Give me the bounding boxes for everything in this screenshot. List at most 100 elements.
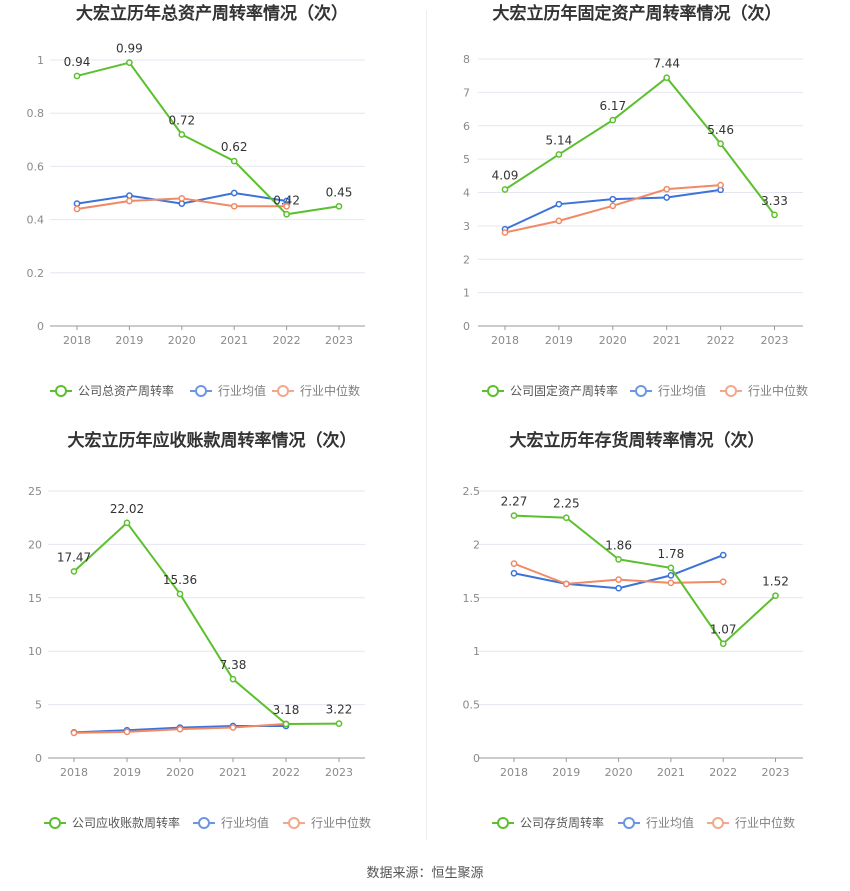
data-label: 0.42	[273, 193, 300, 207]
legend-label: 行业均值	[646, 815, 694, 830]
data-point	[615, 576, 622, 583]
data-point	[667, 572, 675, 579]
legend-item[interactable]: 公司固定资产周转率	[482, 383, 618, 398]
data-point	[772, 592, 779, 600]
series-line	[504, 76, 776, 216]
data-label: 6.17	[599, 99, 626, 113]
y-tick-label: 3	[463, 220, 470, 233]
legend-marker	[195, 385, 207, 397]
legend-marker	[198, 817, 210, 829]
y-tick-label: 25	[28, 485, 42, 498]
legend-marker	[277, 385, 289, 397]
data-point	[562, 580, 570, 588]
data-point	[70, 568, 78, 575]
y-tick-label: 1	[37, 54, 44, 67]
data-label: 3.22	[326, 703, 353, 717]
legend-item[interactable]: 公司存货周转率	[492, 815, 604, 830]
y-tick-label: 5	[35, 699, 42, 712]
x-tick-label: 2020	[605, 766, 633, 779]
chart-inventory-turnover: 大宏立历年存货周转率情况（次） 0 0.5 1 1.5 2 2.5 2018 2019 2020 2…	[425, 430, 850, 860]
data-point	[230, 189, 238, 197]
data-label: 0.72	[168, 113, 195, 127]
x-tick-label: 2018	[500, 766, 528, 779]
legend-marker	[635, 385, 647, 397]
legend-item[interactable]: 行业均值	[618, 815, 694, 830]
data-point	[501, 186, 509, 193]
legend-item[interactable]: 行业均值	[630, 383, 706, 398]
y-tick-label: 0.8	[27, 107, 45, 120]
legend-label: 公司固定资产周转率	[510, 383, 618, 398]
legend-item[interactable]: 行业均值	[193, 815, 269, 830]
y-tick-label: 0	[473, 752, 480, 765]
data-point	[555, 200, 563, 208]
legend-label: 行业均值	[221, 815, 269, 830]
data-point	[70, 729, 78, 737]
data-point	[178, 200, 186, 207]
legend-marker	[725, 385, 737, 397]
legend-label: 行业中位数	[735, 815, 795, 830]
legend-marker	[288, 817, 300, 829]
data-point	[771, 211, 778, 219]
data-label: 0.45	[326, 185, 353, 199]
y-tick-label: 20	[28, 538, 42, 551]
y-tick-label: 0	[463, 320, 470, 333]
x-tick-label: 2023	[325, 334, 353, 347]
chart-fixed-asset-turnover: 大宏立历年固定资产周转率情况（次） 0 1 2 3 4 5 6 7 8 2018 2019 2020 20…	[425, 0, 850, 430]
data-point	[609, 195, 617, 203]
data-label: 5.46	[707, 123, 734, 137]
x-tick-label: 2018	[60, 766, 88, 779]
legend-item[interactable]: 行业中位数	[707, 815, 795, 830]
data-point	[510, 560, 518, 567]
y-tick-label: 8	[463, 53, 470, 66]
data-label: 22.02	[110, 502, 144, 516]
industry-median-series	[501, 181, 724, 236]
data-point	[663, 185, 671, 193]
industry-median-series	[73, 194, 290, 213]
legend-label: 行业均值	[218, 383, 266, 398]
x-tick-label: 2018	[63, 334, 91, 347]
data-point	[510, 512, 518, 519]
data-point	[615, 584, 622, 592]
legend-marker	[49, 817, 61, 829]
legend-marker	[55, 385, 67, 397]
x-tick-label: 2022	[273, 334, 301, 347]
legend-item[interactable]: 行业中位数	[283, 815, 371, 830]
y-tick-label: 1	[463, 287, 470, 300]
data-label: 17.47	[57, 550, 91, 564]
chart-title: 大宏立历年应收账款周转率情况（次）	[68, 430, 357, 451]
legend-item[interactable]: 公司总资产周转率	[50, 383, 174, 398]
data-label: 0.94	[64, 55, 91, 69]
chart-title: 大宏立历年总资产周转率情况（次）	[76, 3, 348, 24]
series-line	[73, 521, 340, 726]
legend-label: 公司存货周转率	[520, 815, 604, 830]
vertical-divider	[426, 10, 427, 840]
data-point	[562, 514, 570, 522]
y-tick-label: 0	[35, 752, 42, 765]
legend-item[interactable]: 公司应收账款周转率	[44, 815, 180, 830]
data-label: 15.36	[163, 573, 197, 587]
data-label: 2.27	[501, 495, 528, 509]
company-series	[70, 519, 343, 728]
company-series	[501, 74, 778, 219]
data-point	[126, 192, 133, 200]
x-tick-label: 2022	[272, 766, 300, 779]
y-tick-label: 6	[463, 120, 470, 133]
data-point	[615, 556, 622, 563]
data-point	[555, 217, 563, 225]
data-label: 7.38	[220, 658, 247, 672]
data-point	[501, 229, 509, 236]
legend-item[interactable]: 行业中位数	[720, 383, 808, 398]
y-tick-label: 0.4	[27, 214, 45, 227]
x-tick-label: 2018	[491, 334, 519, 347]
data-point	[717, 140, 724, 148]
legend-item[interactable]: 行业均值	[190, 383, 266, 398]
x-tick-label: 2020	[166, 766, 194, 779]
data-point	[663, 194, 671, 201]
legend-item[interactable]: 行业中位数	[272, 383, 360, 398]
legend-label: 公司应收账款周转率	[72, 815, 180, 830]
legend-marker	[497, 817, 509, 829]
data-point	[719, 640, 727, 648]
data-source-text: 数据来源：恒生聚源	[366, 866, 484, 881]
chart-svg: 大宏立历年应收账款周转率情况（次） 0 5 10 15 20 25 2018 2019 2020 2…	[28, 430, 371, 830]
legend-label: 行业均值	[658, 383, 706, 398]
